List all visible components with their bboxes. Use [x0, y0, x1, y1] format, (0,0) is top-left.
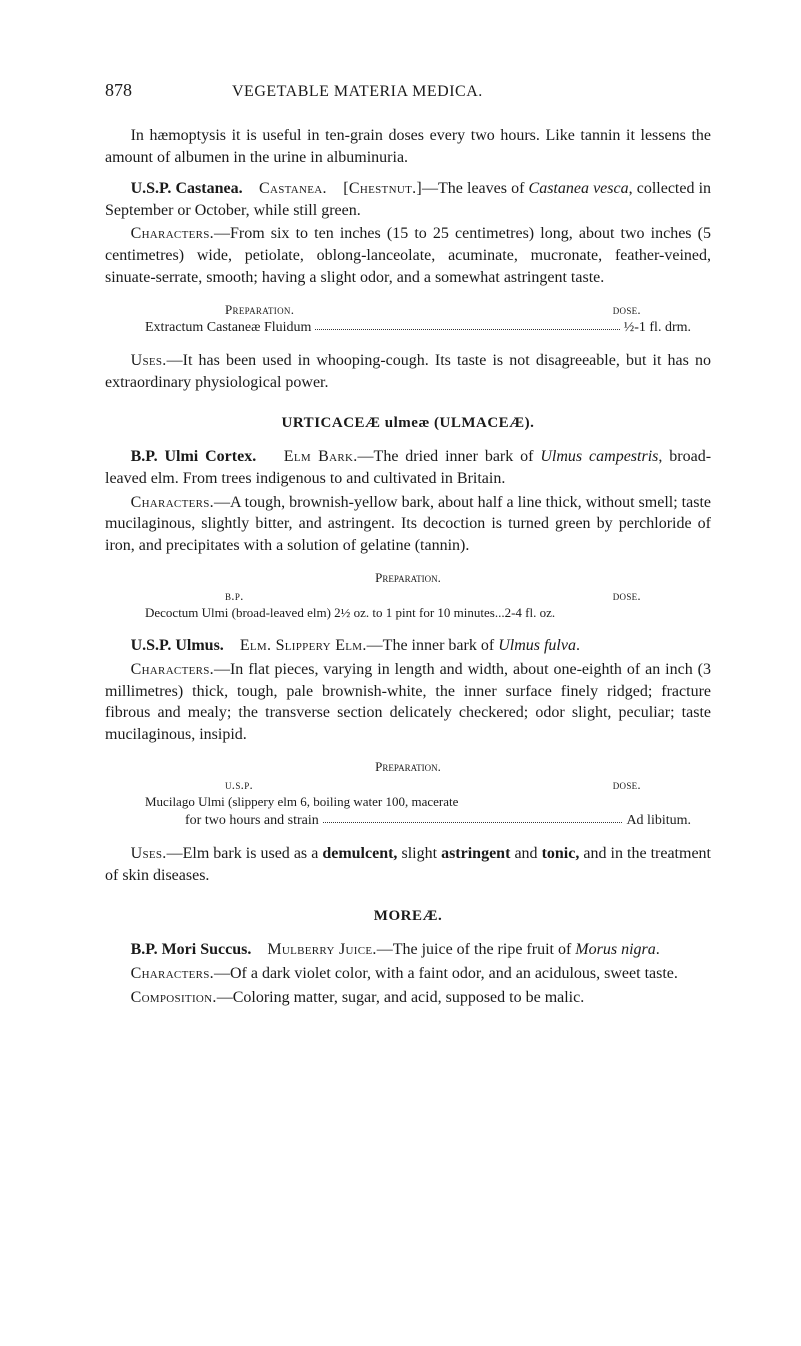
paragraph: Uses.—It has been used in whooping-cough…	[105, 350, 711, 393]
usp-label: u.s.p.	[105, 777, 253, 793]
text: —Coloring matter, sugar, and acid, suppo…	[217, 989, 585, 1006]
latin-name: Ulmus fulva	[498, 637, 576, 654]
paragraph: Characters.—A tough, brownish-yellow bar…	[105, 492, 711, 557]
preparation-line: Decoctum Ulmi (broad-leaved elm) 2½ oz. …	[105, 605, 711, 621]
paragraph: B.P. Ulmi Cortex. Elm Bark.—The dried in…	[105, 446, 711, 489]
bold-term: astringent	[441, 845, 510, 862]
prep-header-row: Preparation. dose.	[105, 302, 711, 318]
preparation-block: Preparation. u.s.p. dose. Mucilago Ulmi …	[105, 759, 711, 829]
run-in-head: Uses.	[131, 845, 167, 862]
latin-name: Morus nigra	[575, 941, 655, 958]
entry-lead: U.S.P. Castanea.	[131, 180, 243, 197]
page-number: 878	[105, 80, 132, 101]
running-head: VEGETABLE MATERIA MEDICA.	[232, 83, 483, 101]
preparation-line: Mucilago Ulmi (slippery elm 6, boiling w…	[105, 794, 711, 810]
entry-lead: B.P. Ulmi Cortex.	[131, 448, 257, 465]
section-title: MOREÆ.	[105, 908, 711, 925]
text: slight	[397, 845, 441, 862]
text: —Elm bark is used as a	[167, 845, 323, 862]
paragraph: B.P. Mori Succus. Mulberry Juice.—The ju…	[105, 939, 711, 961]
prep-name: for two hours and strain	[185, 813, 319, 829]
bold-term: tonic,	[542, 845, 580, 862]
paragraph: U.S.P. Castanea. Castanea. [Chestnut.]—T…	[105, 178, 711, 221]
bold-term: demulcent,	[322, 845, 397, 862]
page: 878 VEGETABLE MATERIA MEDICA. In hæmopty…	[0, 0, 801, 1070]
text: .	[656, 941, 660, 958]
prep-dose: ½-1 fl. drm.	[624, 320, 691, 336]
run-in-head: Composition.	[131, 989, 217, 1006]
paragraph: Characters.—In flat pieces, varying in l…	[105, 659, 711, 745]
text: .	[576, 637, 580, 654]
dose-heading: dose.	[613, 302, 711, 318]
run-in-head: Uses.	[131, 352, 167, 369]
text: —The dried inner bark of	[358, 448, 541, 465]
paragraph: Characters.—Of a dark violet color, with…	[105, 963, 711, 985]
preparation-heading: Preparation.	[105, 570, 711, 586]
leader-dots	[315, 317, 619, 330]
entry-smallcaps: Mulberry Juice.	[267, 941, 376, 958]
entry-lead: B.P. Mori Succus.	[131, 941, 252, 958]
latin-name: Ulmus campestris	[540, 448, 658, 465]
entry-smallcaps: Elm Bark.	[284, 448, 358, 465]
dose-heading: dose.	[613, 777, 711, 793]
entry-smallcaps: Elm. Slippery Elm.	[240, 637, 367, 654]
text: —The leaves of	[422, 180, 529, 197]
run-in-head: Characters.	[131, 225, 214, 242]
latin-name: Castanea vesca	[529, 180, 629, 197]
entry-smallcaps: [Chestnut.]	[343, 180, 422, 197]
bp-label: b.p.	[105, 588, 244, 604]
text: —The inner bark of	[367, 637, 499, 654]
paragraph: Composition.—Coloring matter, sugar, and…	[105, 987, 711, 1009]
text: —Of a dark violet color, with a faint od…	[214, 965, 678, 982]
preparation-block: Preparation. dose. Extractum Castaneæ Fl…	[105, 302, 711, 336]
run-in-head: Characters.	[131, 965, 214, 982]
paragraph: Uses.—Elm bark is used as a demulcent, s…	[105, 843, 711, 886]
preparation-block: Preparation. b.p. dose. Decoctum Ulmi (b…	[105, 570, 711, 621]
prep-name: Extractum Castaneæ Fluidum	[145, 320, 311, 336]
run-in-head: Characters.	[131, 661, 214, 678]
preparation-heading: Preparation.	[105, 759, 711, 775]
prep-dose: Ad libitum.	[626, 813, 691, 829]
section-title: URTICACEÆ ulmeæ (ULMACEÆ).	[105, 415, 711, 432]
prep-header-row: u.s.p. dose.	[105, 777, 711, 793]
paragraph: In hæmoptysis it is useful in ten-grain …	[105, 125, 711, 168]
prep-header-row: b.p. dose.	[105, 588, 711, 604]
preparation-line: Extractum Castaneæ Fluidum ½-1 fl. drm.	[105, 320, 711, 336]
text: and	[510, 845, 541, 862]
run-in-head: Characters.	[131, 494, 214, 511]
dose-heading: dose.	[613, 588, 711, 604]
entry-smallcaps: Castanea.	[259, 180, 327, 197]
text: —The juice of the ripe fruit of	[377, 941, 576, 958]
paragraph: U.S.P. Ulmus. Elm. Slippery Elm.—The inn…	[105, 635, 711, 657]
text: —It has been used in whooping-cough. Its…	[105, 352, 711, 391]
preparation-line: for two hours and strain Ad libitum.	[105, 813, 711, 829]
preparation-heading: Preparation.	[105, 302, 294, 318]
page-header: 878 VEGETABLE MATERIA MEDICA.	[105, 80, 711, 101]
entry-lead: U.S.P. Ulmus.	[131, 637, 224, 654]
leader-dots	[323, 810, 623, 823]
paragraph: Characters.—From six to ten inches (15 t…	[105, 223, 711, 288]
